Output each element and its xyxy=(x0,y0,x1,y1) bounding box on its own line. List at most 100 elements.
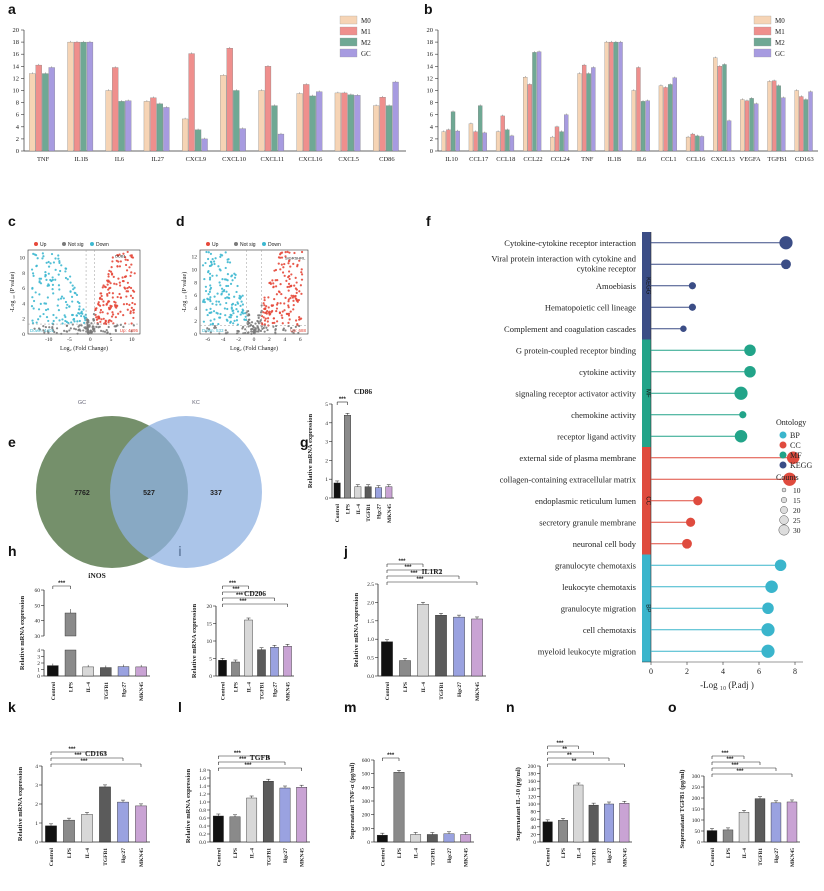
chart-title: CD206 xyxy=(244,589,266,598)
volcano-point xyxy=(239,304,242,307)
venn-count-left: 7762 xyxy=(74,490,90,497)
bar-M0-IL10 xyxy=(441,131,446,152)
volcano-point xyxy=(130,256,133,259)
bar-M1-CXCL5 xyxy=(341,92,348,152)
y-tick-label: 300 xyxy=(362,799,371,805)
volcano-point xyxy=(249,324,252,327)
volcano-point xyxy=(209,284,212,287)
bar-M1-CD86 xyxy=(379,97,386,152)
x-tick-label: TGFB1 xyxy=(430,848,436,866)
volcano-point xyxy=(82,329,85,332)
bar-GC-CCL18 xyxy=(509,135,515,152)
bar-Hgc27 xyxy=(117,801,129,843)
venn-count-right: 337 xyxy=(210,490,222,497)
volcano-point xyxy=(279,282,282,286)
volcano-point xyxy=(122,303,126,306)
bar-M2-IL1B xyxy=(80,41,87,152)
bar-IL-4 xyxy=(410,834,422,843)
volcano-point xyxy=(281,310,284,313)
term-label: external side of plasma membrane xyxy=(519,453,636,463)
volcano-point xyxy=(204,289,208,293)
term-label: myeloid leukocyte migration xyxy=(538,646,637,656)
bar-M1-CXCL11 xyxy=(264,66,272,152)
volcano-point xyxy=(232,312,235,315)
bar-M0-CCL17 xyxy=(468,123,474,152)
bar-GC-CCL16 xyxy=(699,136,705,152)
legend-marker xyxy=(90,242,94,246)
volcano-point xyxy=(300,271,303,274)
legend-marker xyxy=(234,242,238,246)
bar-M1-IL10 xyxy=(446,129,451,152)
term-label: Hematopoietic cell lineage xyxy=(545,302,636,312)
volcano-point xyxy=(275,309,278,313)
volcano-point xyxy=(46,296,49,299)
volcano-point xyxy=(287,304,290,307)
y-tick-label: 4 xyxy=(430,124,434,131)
volcano-point xyxy=(64,315,67,319)
bar-LPS xyxy=(399,660,411,677)
x-tick-label: TGFB1 xyxy=(103,848,109,866)
significance-label: *** xyxy=(404,565,412,571)
volcano-point xyxy=(262,311,265,314)
venn-count-overlap: 527 xyxy=(143,490,155,497)
x-tick-label: CXCL16 xyxy=(299,156,324,163)
volcano-point xyxy=(201,264,205,267)
volcano-point xyxy=(218,281,221,284)
bar-M1-IL6 xyxy=(636,67,641,152)
volcano-point xyxy=(271,279,274,282)
legend-marker-KEGG xyxy=(779,461,787,469)
legend-label-GC: GC xyxy=(361,50,371,58)
volcano-point xyxy=(218,268,221,271)
volcano-point xyxy=(287,298,290,301)
significance-label: *** xyxy=(339,397,347,403)
x-tick-label: -5 xyxy=(67,337,72,343)
volcano-point xyxy=(52,313,55,317)
volcano-point xyxy=(298,318,301,321)
y-axis-title: Relative mRNA expression xyxy=(307,413,314,488)
volcano-point xyxy=(52,329,55,332)
lollipop-dot xyxy=(693,496,703,506)
volcano-point xyxy=(112,313,115,316)
bar-M2-CCL24 xyxy=(559,131,564,152)
term-label: receptor ligand activity xyxy=(557,431,637,441)
volcano-point xyxy=(236,302,240,305)
legend-label: Up xyxy=(40,242,47,248)
volcano-point xyxy=(119,284,122,287)
bar-M0-CCL1 xyxy=(658,85,664,152)
legend-swatch-M1 xyxy=(339,26,358,36)
volcano-point xyxy=(60,332,63,335)
x-tick-label: LPS xyxy=(346,504,352,514)
significance-label: *** xyxy=(229,581,237,587)
volcano-point xyxy=(263,298,266,302)
volcano-point xyxy=(266,317,270,320)
bar-M1-CD163 xyxy=(799,96,804,152)
volcano-point xyxy=(56,304,59,307)
volcano-point xyxy=(51,283,55,286)
volcano-point xyxy=(111,256,114,259)
bar-TGFB1 xyxy=(99,786,111,843)
x-tick-label: IL-4 xyxy=(356,504,362,515)
venn-set-label: KC xyxy=(192,400,200,406)
x-tick-label: IL-4 xyxy=(86,682,92,693)
bar-TGFB1 xyxy=(100,667,112,677)
volcano-point xyxy=(242,309,245,312)
y-tick-label: 0.8 xyxy=(199,808,206,814)
significance-label: *** xyxy=(68,747,76,753)
x-tick-label: IL-4 xyxy=(250,848,256,859)
category-strip-MF xyxy=(642,339,651,447)
volcano-point xyxy=(267,306,270,309)
volcano-point xyxy=(90,330,93,334)
y-tick-label: 80 xyxy=(531,810,537,816)
volcano-point xyxy=(60,264,63,267)
volcano-point xyxy=(58,288,61,291)
volcano-point xyxy=(110,266,113,269)
y-tick-label: 2 xyxy=(325,458,328,464)
volcano-point xyxy=(221,254,224,257)
volcano-point xyxy=(104,320,107,323)
x-tick-label: LPS xyxy=(233,848,239,858)
volcano-point xyxy=(282,266,285,269)
bar-GC-CD86 xyxy=(392,81,399,152)
bar-M2-CCL22 xyxy=(532,52,537,152)
bar-Control xyxy=(45,825,57,843)
